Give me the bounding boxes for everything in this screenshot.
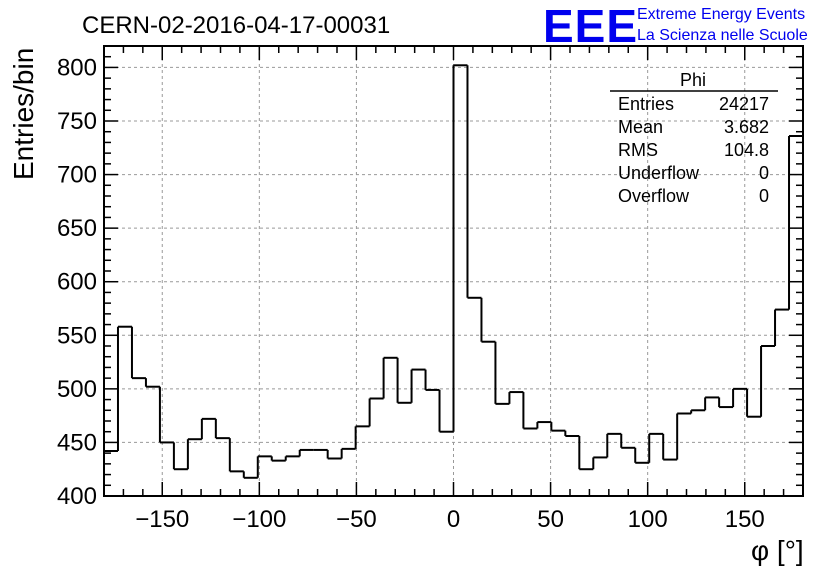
histogram-bin <box>228 438 244 473</box>
logo-line2: La Scienza nelle Scuole <box>637 27 808 44</box>
histogram-bin <box>508 391 524 404</box>
histogram-bin <box>704 396 720 411</box>
x-tick-label: 100 <box>628 506 668 533</box>
histogram-bin <box>144 378 160 388</box>
histogram-bin <box>452 64 468 432</box>
eee-logo: EEE Extreme Energy Events La Scienza nel… <box>543 0 808 52</box>
x-tick-label: 50 <box>537 506 564 533</box>
histogram-bin <box>466 65 482 299</box>
y-tick-label: 800 <box>57 54 97 81</box>
stats-row-label: RMS <box>618 140 658 160</box>
axes <box>103 45 804 497</box>
logo-letters: EEE <box>543 0 638 52</box>
y-tick-label: 500 <box>57 376 97 403</box>
histogram-bin <box>774 308 790 346</box>
x-tick-label: 150 <box>725 506 765 533</box>
stats-row-label: Entries <box>618 94 674 114</box>
histogram-bin <box>788 135 803 310</box>
stats-row-value: 0 <box>759 163 769 183</box>
histogram-bin <box>298 448 314 457</box>
histogram-bin <box>172 442 188 471</box>
stats-row-label: Overflow <box>618 186 690 206</box>
histogram-bin <box>634 447 650 464</box>
histogram-bin <box>186 438 202 470</box>
histogram-bin <box>214 418 230 440</box>
histogram-bin <box>732 387 748 408</box>
histogram-bin <box>522 392 538 430</box>
y-tick-label: 700 <box>57 162 97 189</box>
x-tick-label: 0 <box>447 506 460 533</box>
stats-box: Phi Entries 24217 Mean 3.682 RMS 104.8 Underfl… <box>610 70 778 206</box>
histogram-bin <box>158 386 174 444</box>
histogram-bin <box>550 422 566 432</box>
tick-labels: −150 −100 −50 0 50 100 150 400 450 500 550 600 650 70… <box>57 54 765 533</box>
histogram-bin <box>396 357 412 404</box>
y-tick-label: 650 <box>57 215 97 242</box>
histogram-bin <box>718 397 734 409</box>
histogram-bin <box>620 433 636 449</box>
histogram-bin <box>494 341 510 405</box>
y-tick-label: 750 <box>57 108 97 135</box>
histogram-bin <box>354 425 370 449</box>
y-tick-label: 600 <box>57 269 97 296</box>
histogram-bin <box>340 447 356 459</box>
y-tick-label: 450 <box>57 429 97 456</box>
histogram-bin <box>690 409 706 414</box>
histogram-bin <box>648 432 664 463</box>
stats-row-value: 24217 <box>719 94 769 114</box>
y-axis-title: Entries/bin <box>8 48 39 180</box>
x-tick-label: −100 <box>232 506 286 533</box>
histogram-bin <box>200 417 216 440</box>
x-tick-label: −150 <box>135 506 189 533</box>
histogram-bin <box>424 369 440 391</box>
stats-row-label: Mean <box>618 117 663 137</box>
histogram-bin <box>760 345 776 417</box>
histogram-bin <box>410 368 426 403</box>
y-tick-label: 400 <box>57 483 97 510</box>
histogram-bin <box>326 449 342 460</box>
histogram-bin <box>242 471 258 479</box>
histogram-bin <box>438 389 454 433</box>
histogram-bin <box>662 433 678 461</box>
histogram-bin <box>382 356 398 399</box>
histogram-bin <box>130 326 146 380</box>
histogram-bin <box>578 436 594 471</box>
stats-row-value: 104.8 <box>724 140 769 160</box>
histogram-bin <box>676 412 692 460</box>
histogram-bin <box>746 388 762 418</box>
histogram-bin <box>564 430 580 437</box>
stats-box-name: Phi <box>680 70 706 90</box>
histogram-bin <box>368 397 384 427</box>
stats-rows: Entries 24217 Mean 3.682 RMS 104.8 Underflow 0 O… <box>618 94 769 206</box>
chart-title: CERN-02-2016-04-17-00031 <box>82 12 390 39</box>
histogram-bin <box>284 455 300 461</box>
x-tick-label: −50 <box>336 506 377 533</box>
histogram-bin <box>606 432 622 458</box>
logo-line1: Extreme Energy Events <box>637 6 805 23</box>
stats-row-value: 0 <box>759 186 769 206</box>
x-axis-title: φ [°] <box>751 535 804 566</box>
stats-row-value: 3.682 <box>724 117 769 137</box>
y-tick-label: 550 <box>57 322 97 349</box>
histogram-bin <box>480 297 496 343</box>
histogram-bin <box>270 456 286 462</box>
histogram-bin <box>536 421 552 429</box>
histogram-bin <box>256 455 272 478</box>
histogram-bin <box>592 456 608 470</box>
stats-row-label: Underflow <box>618 163 700 183</box>
